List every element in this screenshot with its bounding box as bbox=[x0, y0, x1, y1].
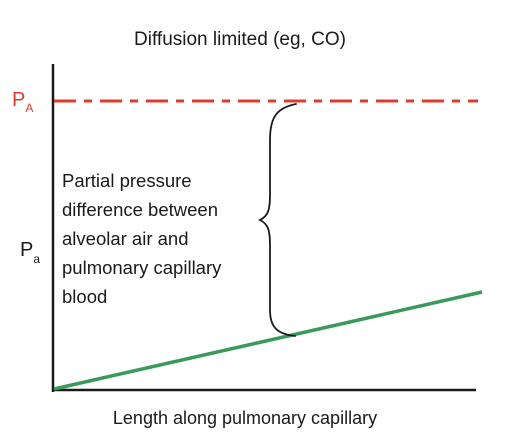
annotation-line-1: Partial pressure bbox=[62, 170, 192, 191]
alveolar-pressure-sub: A bbox=[25, 101, 33, 115]
alveolar-pressure-label: PA bbox=[12, 89, 33, 115]
annotation-line-4: pulmonary capillary bbox=[62, 257, 222, 278]
x-axis-label: Length along pulmonary capillary bbox=[113, 408, 377, 428]
annotation-line-5: blood bbox=[62, 286, 107, 307]
annotation-line-3: alveolar air and bbox=[62, 228, 189, 249]
capillary-pressure-main: P bbox=[20, 239, 33, 261]
annotation-line-2: difference between bbox=[62, 199, 218, 220]
capillary-pressure-label: Pa bbox=[20, 239, 40, 266]
alveolar-pressure-main: P bbox=[12, 89, 25, 111]
capillary-pressure-line bbox=[53, 290, 483, 391]
diagram-title: Diffusion limited (eg, CO) bbox=[134, 29, 346, 50]
curly-brace bbox=[257, 103, 297, 337]
capillary-pressure-sub: a bbox=[33, 252, 40, 266]
